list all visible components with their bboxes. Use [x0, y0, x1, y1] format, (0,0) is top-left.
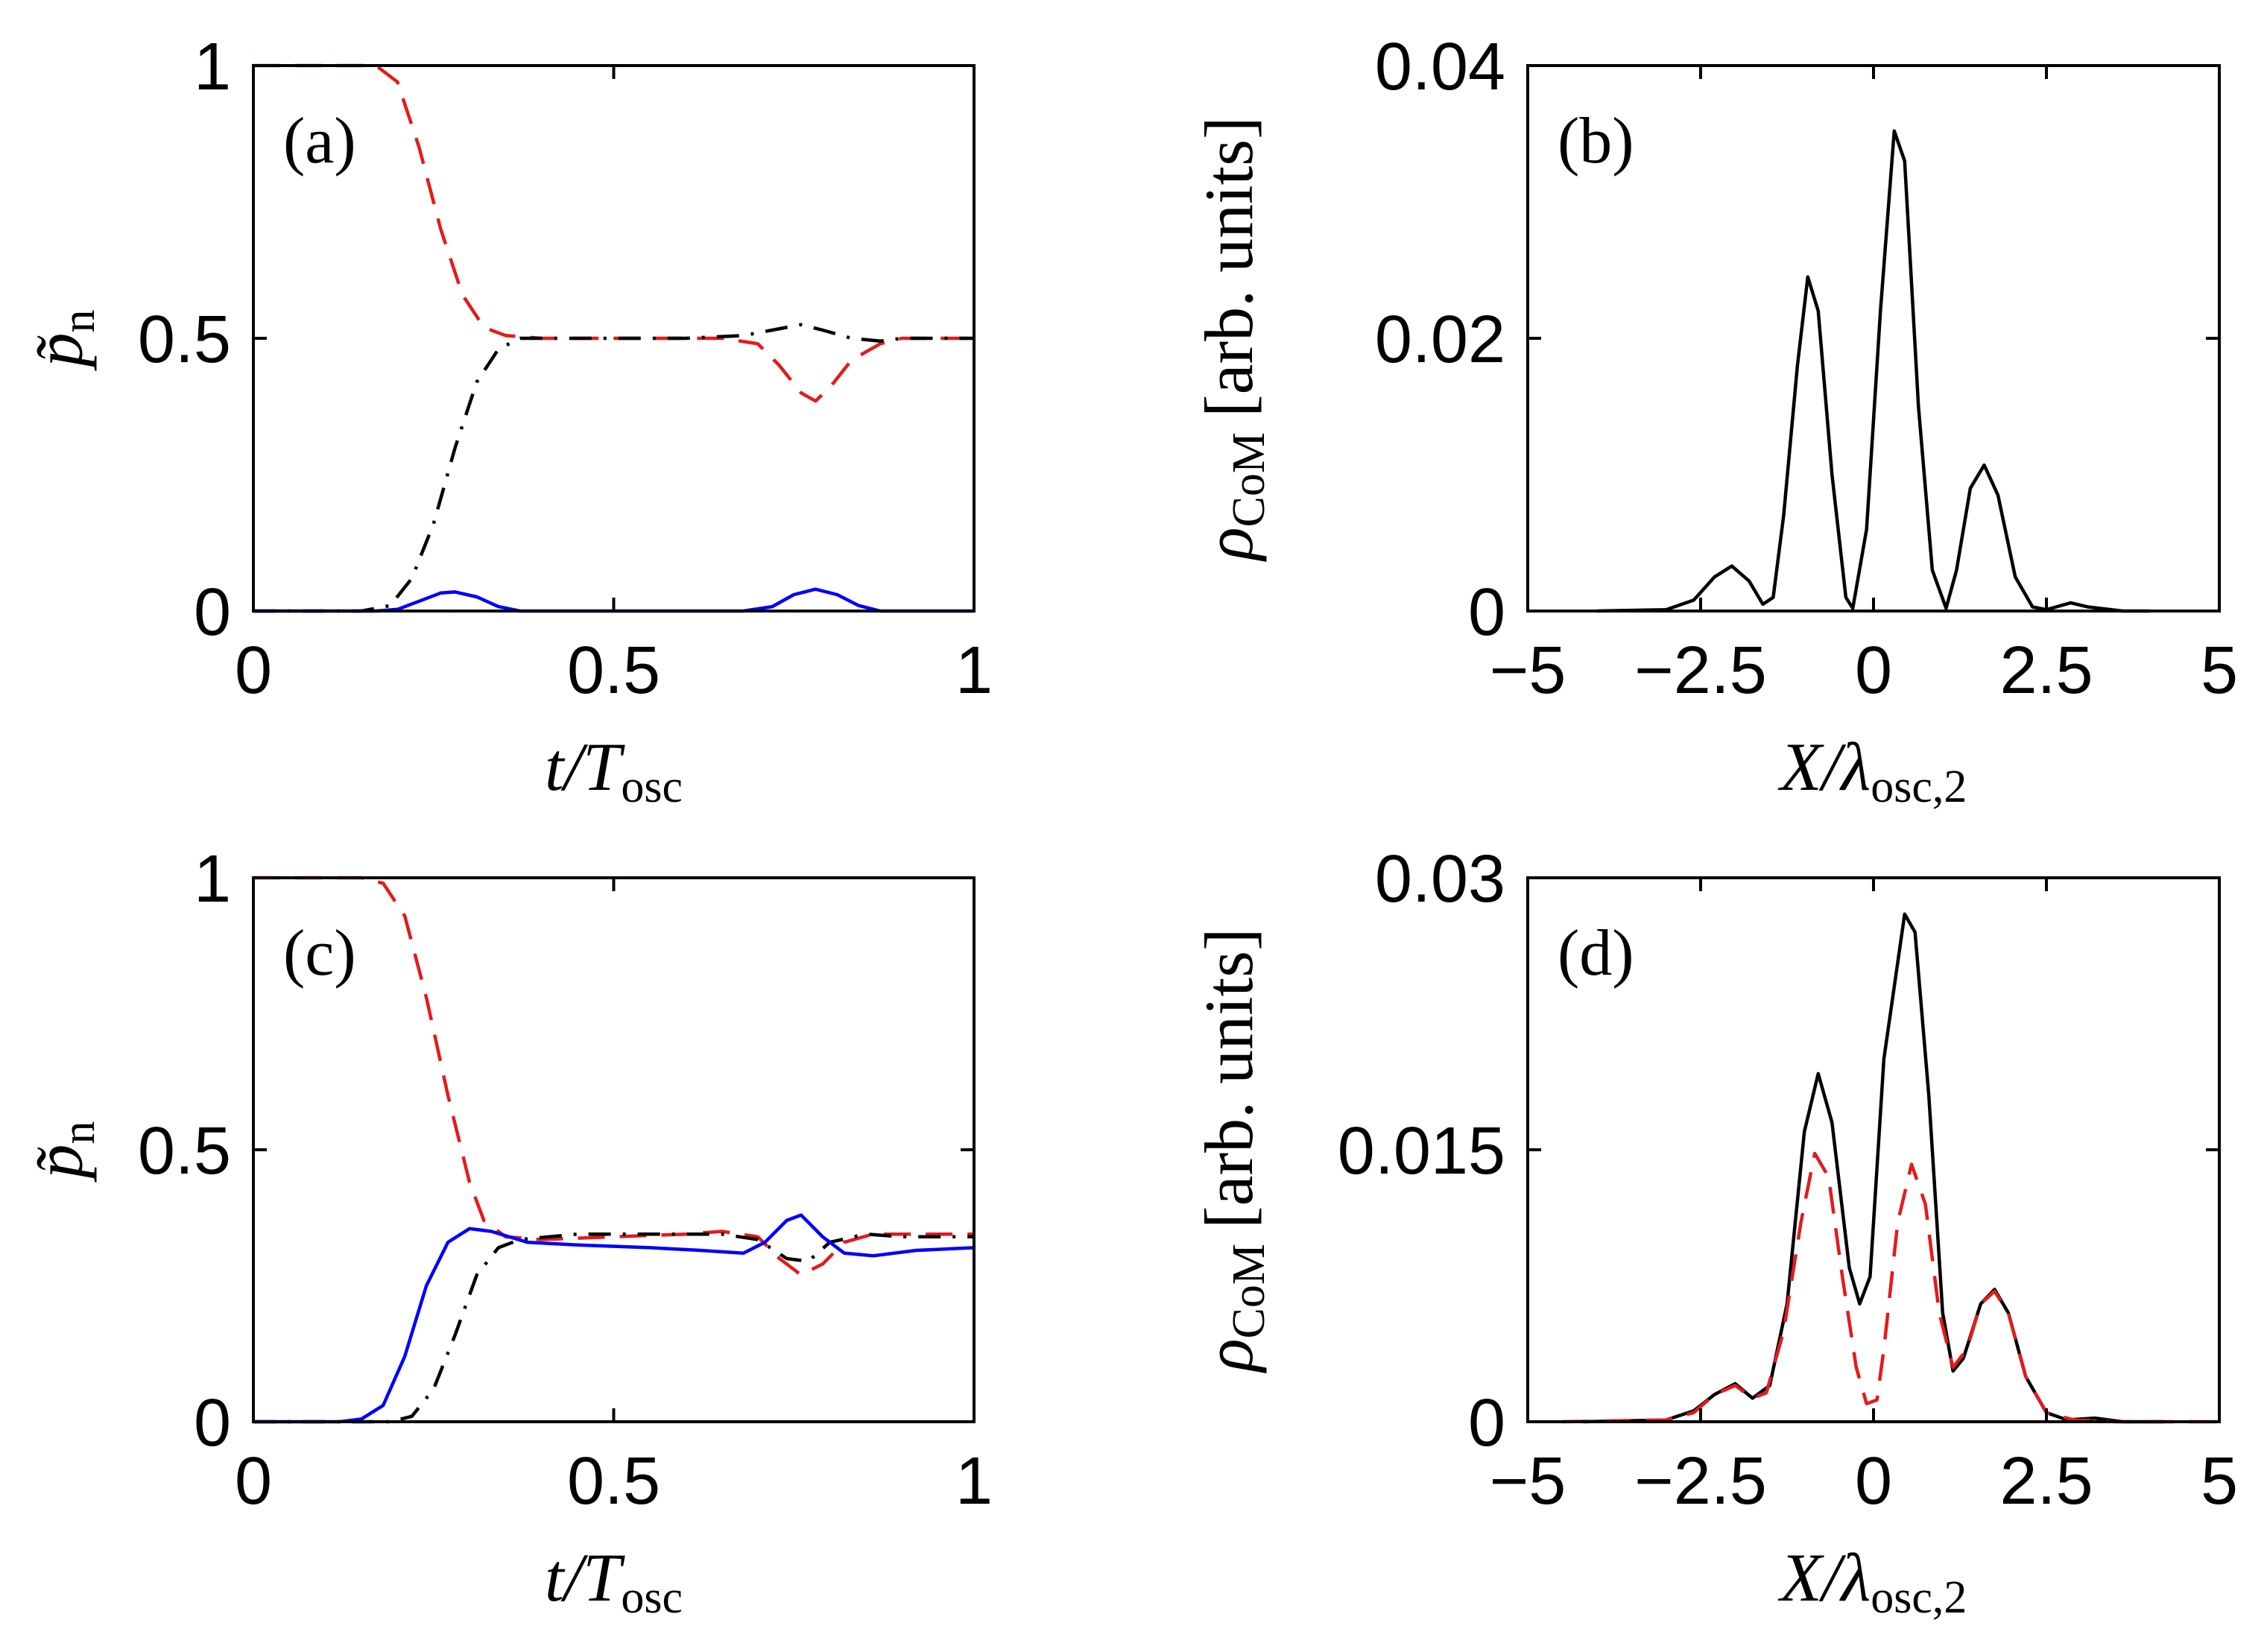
panel-c: 0 0.5 1 0 0.5 1 (c) t/Tosc p̃n [21, 842, 993, 1623]
series-c-blue-solid [253, 1213, 975, 1424]
y-tick-label-d-1: 0.015 [1338, 1114, 1505, 1189]
series-b-black-solid [1596, 129, 2151, 613]
y-tick-label-b-0: 0 [1468, 575, 1505, 650]
series-a-black-dashdot [253, 323, 974, 613]
x-tick-label-b-3: 2.5 [1999, 633, 2093, 708]
x-axis-label-b: X/λosc,2 [1777, 729, 1967, 812]
x-tick-label-d-4: 5 [2201, 1444, 2238, 1519]
y-tick-label-d-2: 0.03 [1375, 842, 1505, 917]
panel-d: −5 −2.5 0 2.5 5 0 0.015 0.03 (d) X/λosc,2 ρCoM[arb… [1191, 842, 2238, 1623]
plot-frame-c [252, 876, 976, 1423]
x-tick-label-b-1: −2.5 [1634, 633, 1767, 708]
panel-label-c: (c) [283, 917, 356, 990]
x-tick-label-a-2: 1 [955, 633, 993, 708]
x-tick-label-b-4: 5 [2201, 633, 2238, 708]
x-tick-label-c-0: 0 [235, 1444, 272, 1519]
y-tick-label-c-0: 0 [194, 1386, 231, 1460]
y-tick-label-d-0: 0 [1468, 1386, 1505, 1460]
x-tick-label-b-2: 0 [1855, 633, 1892, 708]
y-tick-label-a-2: 1 [194, 30, 231, 104]
x-tick-label-c-2: 1 [955, 1444, 993, 1519]
panel-b: −5 −2.5 0 2.5 5 0 0.02 0.04 (b) X/λosc,2 ρCoM[arb.… [1191, 30, 2238, 812]
x-axis-label-c: t/Tosc [545, 1539, 683, 1623]
x-tick-label-d-1: −2.5 [1634, 1444, 1767, 1519]
x-tick-label-d-2: 0 [1855, 1444, 1892, 1519]
x-axis-label-a: t/Tosc [545, 729, 683, 812]
series-d-red-dashed [1562, 1151, 2219, 1424]
y-axis-label-a: p̃n [21, 310, 104, 372]
x-axis-label-d: X/λosc,2 [1777, 1539, 1967, 1623]
x-tick-label-a-0: 0 [235, 633, 272, 708]
x-tick-label-a-1: 0.5 [567, 633, 660, 708]
y-axis-label-b: ρCoM[arb. units] [1191, 116, 1274, 562]
panel-label-d: (d) [1558, 917, 1634, 990]
series-d-black-solid [1583, 912, 2164, 1424]
panel-label-b: (b) [1558, 105, 1634, 177]
y-tick-label-b-1: 0.02 [1375, 303, 1505, 377]
panel-a: 0 0.5 1 0 0.5 1 (a) t/Tosc p̃n [21, 30, 993, 812]
y-tick-label-c-2: 1 [194, 842, 231, 917]
x-tick-label-d-0: −5 [1490, 1444, 1566, 1519]
x-tick-label-c-1: 0.5 [567, 1444, 660, 1519]
y-tick-label-a-1: 0.5 [138, 303, 231, 377]
y-tick-label-a-0: 0 [194, 575, 231, 650]
x-tick-label-b-0: −5 [1490, 633, 1566, 708]
series-a-red-dashed [253, 63, 974, 403]
y-tick-label-b-2: 0.04 [1375, 30, 1505, 104]
y-tick-label-c-1: 0.5 [138, 1114, 231, 1189]
panel-label-a: (a) [283, 105, 356, 177]
series-c-red-dashed [253, 876, 974, 1277]
y-axis-label-d: ρCoM[arb. units] [1191, 928, 1274, 1373]
x-tick-label-d-3: 2.5 [1999, 1444, 2093, 1519]
series-c-black-dashdot [253, 1232, 974, 1424]
y-axis-label-c: p̃n [21, 1121, 104, 1183]
